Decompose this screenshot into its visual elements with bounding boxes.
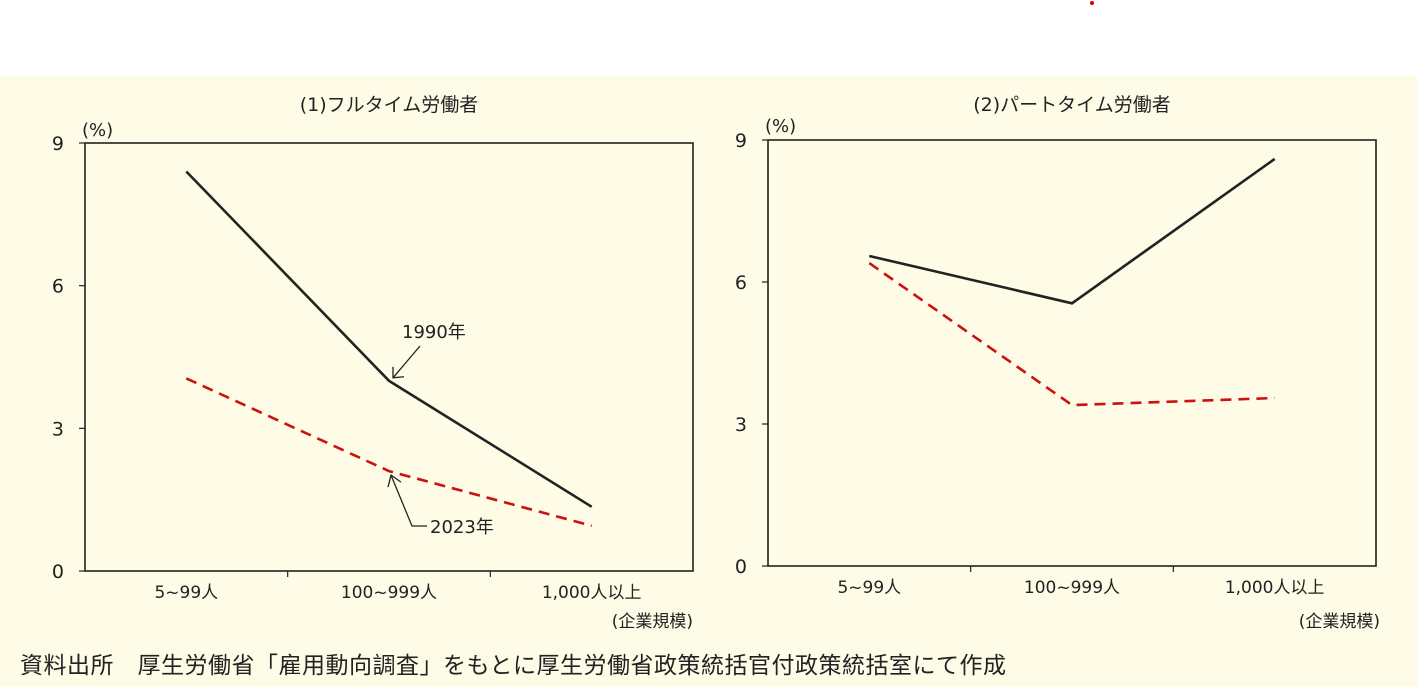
decorative-red-dot — [1090, 1, 1094, 5]
y-tick-label: 3 — [735, 414, 747, 436]
series-line-2 — [868, 262, 1275, 407]
x-category-label: 100~999人 — [1024, 578, 1120, 598]
y-axis-unit-label: (%) — [765, 116, 796, 137]
y-tick-label: 9 — [735, 130, 747, 152]
y-tick-label: 3 — [52, 418, 64, 440]
series-line-1 — [869, 157, 1276, 305]
annotation-2023: 2023年 — [430, 517, 494, 538]
y-tick-label: 9 — [52, 133, 64, 155]
x-axis-unit-label: (企業規模) — [1299, 612, 1380, 632]
x-category-label: 5~99人 — [837, 578, 901, 598]
chart-title: (1)フルタイム労働者 — [300, 94, 479, 116]
series-line-1 — [185, 170, 593, 508]
plot-frame — [84, 142, 694, 572]
x-category-label: 1,000人以上 — [542, 583, 642, 603]
annotation-arrow-head — [392, 366, 405, 379]
annotation-arrow — [392, 345, 421, 379]
x-axis-unit-label: (企業規模) — [612, 612, 693, 632]
plot-frame — [767, 139, 1377, 567]
y-tick-label: 6 — [735, 272, 747, 294]
x-category-label: 1,000人以上 — [1225, 578, 1325, 598]
annotation-arrow-head — [387, 474, 402, 488]
source-note: 資料出所 厚生労働省「雇用動向調査」をもとに厚生労働省政策統括官付政策統括室にて… — [20, 653, 1007, 679]
series-line-2 — [185, 377, 593, 528]
chart-title: (2)パートタイム労働者 — [973, 94, 1171, 116]
chart-1: (1)フルタイム労働者 (%) 0 3 6 9 5~99人 100~999人 1,000人以上 (… — [52, 94, 694, 632]
y-tick-label: 6 — [52, 276, 64, 298]
annotation-arrow — [390, 474, 427, 527]
annotation-1990: 1990年 — [402, 322, 466, 343]
y-tick-label: 0 — [735, 556, 747, 578]
y-axis-unit-label: (%) — [82, 120, 113, 141]
chart-2: (2)パートタイム労働者 (%) 0 3 6 9 5~99人 100~999人 1,000人以上… — [735, 94, 1380, 632]
x-category-label: 5~99人 — [154, 583, 218, 603]
x-category-label: 100~999人 — [341, 583, 437, 603]
chart-panel-background — [0, 76, 1417, 687]
y-tick-label: 0 — [52, 561, 64, 583]
